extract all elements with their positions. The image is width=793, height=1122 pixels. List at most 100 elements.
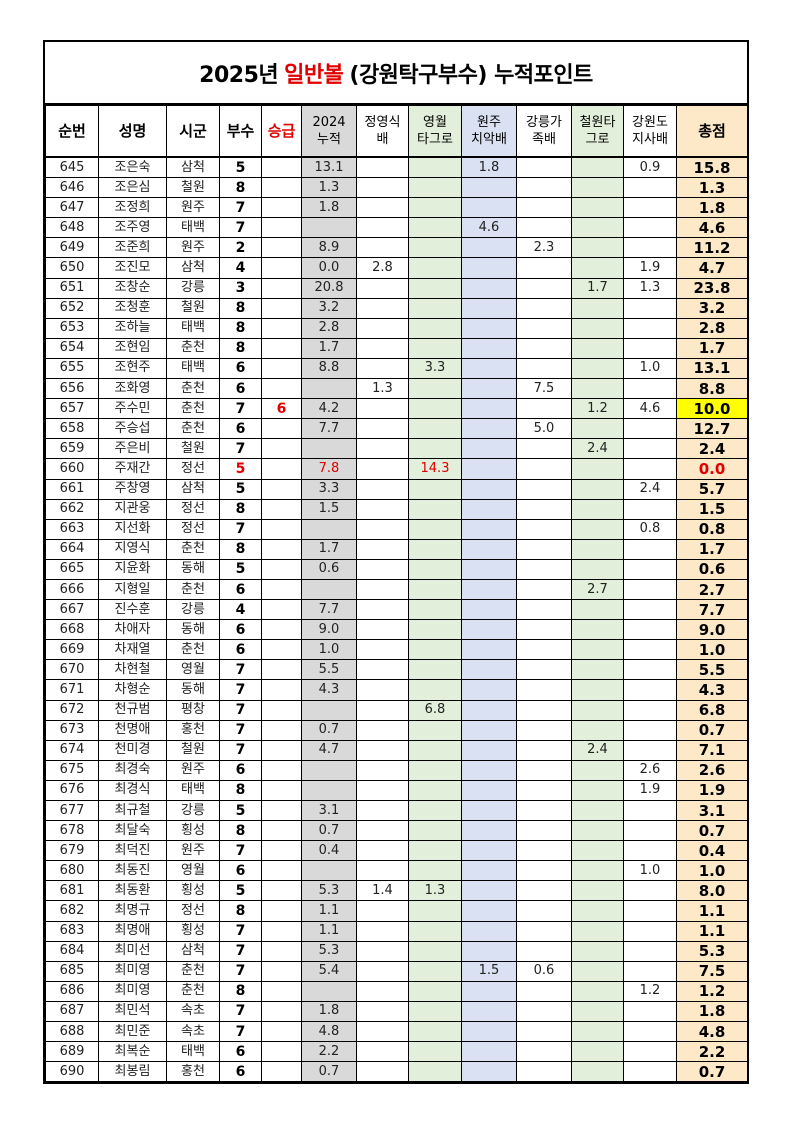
cell-yeongwol-tagro xyxy=(408,297,462,319)
cell-yeongwol-tagro xyxy=(408,177,462,199)
cell-wonju-chiak-cup xyxy=(461,538,517,560)
cell-gangwon-branch-cup: 2.6 xyxy=(623,759,677,781)
cell-name: 최경식 xyxy=(98,779,167,802)
cell-city: 원주 xyxy=(166,197,220,219)
cell-wonju-chiak-cup xyxy=(461,880,517,902)
cell-points-2024: 5.5 xyxy=(301,659,357,681)
cell-yeongwol-tagro xyxy=(408,277,462,299)
cell-cheorwon-tagro: 2.4 xyxy=(571,739,624,761)
cell-jeongyeongsik-cup xyxy=(356,1000,409,1023)
cell-name: 진수훈 xyxy=(98,599,167,621)
cell-division: 6 xyxy=(219,1041,262,1063)
cell-gangwon-branch-cup: 1.0 xyxy=(623,860,677,882)
cell-name: 최미영 xyxy=(98,960,167,982)
cell-yeongwol-tagro xyxy=(408,498,462,520)
cell-gangneung-family-cup xyxy=(516,558,572,580)
table-row: 678 최달숙 횡성 8 0.7 0.7 xyxy=(45,820,748,842)
cell-gangwon-branch-cup xyxy=(623,1021,677,1043)
cell-cheorwon-tagro: 2.4 xyxy=(571,438,624,460)
cell-name: 최덕진 xyxy=(98,840,167,862)
cell-name: 조청훈 xyxy=(98,297,167,319)
cell-gangwon-branch-cup xyxy=(623,378,677,400)
cell-jeongyeongsik-cup xyxy=(356,940,409,962)
cell-jeongyeongsik-cup xyxy=(356,599,409,621)
cell-points-2024: 0.7 xyxy=(301,1061,357,1083)
cell-gangwon-branch-cup xyxy=(623,619,677,641)
cell-cheorwon-tagro xyxy=(571,920,624,942)
cell-name: 지관웅 xyxy=(98,498,167,520)
cell-total: 1.2 xyxy=(676,980,748,1002)
cell-city: 춘천 xyxy=(166,337,220,359)
header-line1: 순번 xyxy=(58,121,86,140)
cell-yeongwol-tagro xyxy=(408,1000,462,1023)
cell-gangneung-family-cup xyxy=(516,679,572,701)
cell-yeongwol-tagro xyxy=(408,940,462,962)
table-row: 654 조현임 춘천 8 1.7 1.7 xyxy=(45,337,748,359)
cell-division: 8 xyxy=(219,538,262,560)
cell-points-2024: 4.7 xyxy=(301,739,357,761)
table-row: 675 최경숙 원주 6 2.6 2.6 xyxy=(45,759,748,781)
cell-total: 3.2 xyxy=(676,297,748,319)
cell-name: 최동진 xyxy=(98,860,167,882)
cell-points-2024: 1.3 xyxy=(301,177,357,199)
cell-points-2024: 20.8 xyxy=(301,277,357,299)
cell-city: 강릉 xyxy=(166,277,220,299)
header-line1: 정영식 xyxy=(364,115,401,130)
cell-yeongwol-tagro xyxy=(408,840,462,862)
cell-total: 0.7 xyxy=(676,719,748,741)
cell-division: 5 xyxy=(219,458,262,480)
cell-jeongyeongsik-cup xyxy=(356,739,409,761)
cell-division: 7 xyxy=(219,920,262,942)
cell-promotion xyxy=(261,478,302,500)
cell-city: 태백 xyxy=(166,357,220,380)
cell-gangwon-branch-cup: 1.2 xyxy=(623,980,677,1002)
table-row: 668 차애자 동해 6 9.0 9.0 xyxy=(45,619,748,641)
cell-gangwon-branch-cup: 1.3 xyxy=(623,277,677,299)
cell-gangwon-branch-cup: 0.8 xyxy=(623,518,677,540)
cell-gangneung-family-cup: 7.5 xyxy=(516,378,572,400)
header-line2: 그로 xyxy=(585,132,610,147)
cell-points-2024: 13.1 xyxy=(301,156,357,179)
cell-gangwon-branch-cup xyxy=(623,1000,677,1023)
table-row: 663 지선화 정선 7 0.8 0.8 xyxy=(45,518,748,540)
cell-no: 670 xyxy=(45,659,99,681)
cell-name: 최달숙 xyxy=(98,820,167,842)
cell-jeongyeongsik-cup xyxy=(356,900,409,922)
cell-promotion xyxy=(261,337,302,359)
cell-promotion xyxy=(261,277,302,299)
cell-yeongwol-tagro xyxy=(408,398,462,420)
cell-no: 679 xyxy=(45,840,99,862)
cell-city: 홍천 xyxy=(166,1061,220,1083)
cell-name: 지윤화 xyxy=(98,558,167,580)
cell-no: 658 xyxy=(45,418,99,440)
cell-promotion xyxy=(261,799,302,822)
cell-cheorwon-tagro xyxy=(571,357,624,380)
cell-points-2024: 8.9 xyxy=(301,237,357,259)
cell-city: 속초 xyxy=(166,1021,220,1043)
cell-cheorwon-tagro xyxy=(571,177,624,199)
cell-no: 680 xyxy=(45,860,99,882)
cell-promotion xyxy=(261,820,302,842)
cell-gangneung-family-cup xyxy=(516,1061,572,1083)
cell-no: 682 xyxy=(45,900,99,922)
cell-no: 661 xyxy=(45,478,99,500)
cell-jeongyeongsik-cup xyxy=(356,217,409,239)
cell-points-2024: 7.7 xyxy=(301,599,357,621)
cell-promotion xyxy=(261,960,302,982)
cell-cheorwon-tagro xyxy=(571,679,624,701)
cell-wonju-chiak-cup xyxy=(461,980,517,1002)
cell-promotion xyxy=(261,900,302,922)
cell-wonju-chiak-cup: 1.8 xyxy=(461,156,517,179)
cell-cheorwon-tagro xyxy=(571,639,624,661)
cell-points-2024 xyxy=(301,980,357,1002)
cell-promotion xyxy=(261,1021,302,1043)
cell-gangneung-family-cup xyxy=(516,317,572,339)
cell-division: 8 xyxy=(219,498,262,520)
cell-city: 정선 xyxy=(166,458,220,480)
title-year: 2025년 xyxy=(199,62,279,88)
cell-gangneung-family-cup xyxy=(516,498,572,520)
cell-gangneung-family-cup xyxy=(516,940,572,962)
cell-cheorwon-tagro xyxy=(571,820,624,842)
cell-promotion xyxy=(261,197,302,219)
cell-jeongyeongsik-cup xyxy=(356,438,409,460)
